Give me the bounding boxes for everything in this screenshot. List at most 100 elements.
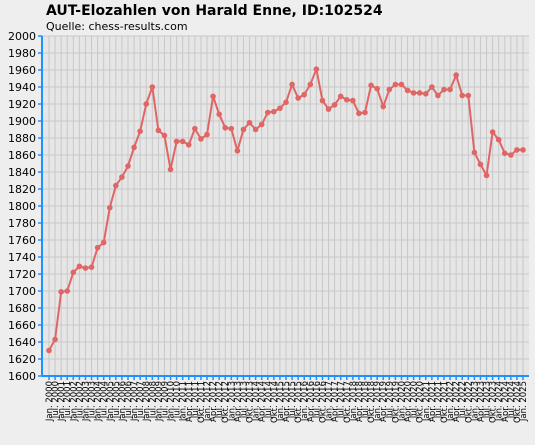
data-point [88,264,95,271]
x-tick-label: Apr. 2024 [501,381,511,422]
data-point [404,87,411,94]
data-point [343,96,350,103]
x-tick-label: Jul. 2004 [100,381,110,419]
x-tick-label: Okt. 2018 [367,381,377,423]
x-tick-label: Okt. 2024 [513,381,523,423]
x-tick-label: Jul. 2020 [410,381,420,419]
x-tick-label: Apr. 2011 [185,381,195,422]
data-point [471,149,478,156]
x-tick-label: Apr. 2021 [428,381,438,422]
data-point [380,103,387,110]
data-point [459,92,466,99]
x-tick-label: Jan. 2015 [276,381,286,422]
data-point [277,105,283,112]
x-tick-label: Okt. 2011 [197,381,207,423]
data-point [137,128,143,134]
x-tick-label: Okt. 2014 [270,381,280,423]
x-tick-label: Jul. 2018 [361,381,371,419]
x-tick-label: Jan. 2013 [227,381,237,422]
data-point [350,97,356,104]
data-point [185,142,192,148]
x-tick-label: Okt. 2021 [440,381,450,423]
x-tick-label: Jan. 2025 [519,381,529,422]
data-point [465,92,472,99]
x-tick-label: Apr. 2020 [404,381,414,422]
data-point [76,263,83,270]
x-tick-label: Apr. 2014 [258,381,268,422]
data-point [167,166,174,173]
x-tick-label: Apr. 2018 [355,381,365,422]
data-point [441,86,447,93]
data-point [149,84,156,90]
y-tick-label: 1880 [8,132,36,145]
y-tick-label: 1700 [8,285,36,298]
x-tick-label: Jan. 2002 [69,381,79,422]
data-point [325,106,332,112]
x-tick-label: Jan. 2023 [470,381,480,422]
data-point [46,347,52,354]
x-tick-label: Okt. 2015 [294,381,304,423]
data-point [368,82,374,89]
x-tick-label: Apr. 2016 [306,381,316,422]
x-tick-label: Jul. 2015 [288,381,298,419]
data-point [514,147,520,153]
x-tick-label: Jul. 2019 [385,381,395,419]
x-tick-label: Jul. 2006 [124,381,134,419]
data-point [501,150,508,157]
y-tick-label: 1740 [8,251,36,264]
data-point [119,174,125,180]
data-point [271,108,277,115]
data-point [52,336,58,343]
y-tick-label: 1720 [8,268,36,281]
data-point [331,102,338,108]
data-point [240,126,247,133]
data-point [422,91,429,97]
x-tick-label: Jan. 2011 [179,381,189,422]
x-tick-label: Jan. 2009 [154,381,164,422]
data-point [155,127,162,134]
data-point [483,172,490,179]
x-tick-label: Jan. 2021 [422,381,432,422]
data-point [198,136,204,142]
x-tick-label: Jul. 2022 [458,381,468,419]
data-point [125,163,131,169]
x-tick-label: Jul. 2017 [337,381,347,419]
data-point [58,289,64,295]
data-point [210,93,216,100]
x-tick-label: Jul. 2009 [160,381,170,419]
x-tick-label: Jan. 2019 [373,381,383,422]
data-point [173,138,180,145]
data-point [398,81,405,88]
x-tick-label: Apr. 2015 [282,381,292,422]
y-tick-label: 1680 [8,302,36,315]
x-tick-label: Jan. 2004 [94,381,104,422]
data-point [283,99,289,106]
x-tick-label: Jan. 2014 [252,381,262,422]
y-tick-label: 1760 [8,234,36,247]
x-tick-label: Jul. 2002 [75,381,85,419]
y-tick-label: 1840 [8,166,36,179]
x-tick-label: Apr. 2012 [209,381,219,422]
data-point [337,93,344,100]
x-tick-label: Jan. 2000 [45,381,55,422]
y-tick-label: 1920 [8,98,36,111]
x-tick-label: Jan. 2017 [325,381,335,422]
data-point [228,125,235,132]
x-tick-label: Okt. 2016 [318,381,328,423]
data-point [508,152,514,158]
y-tick-label: 1640 [8,336,36,349]
x-tick-label: Okt. 2012 [221,381,231,423]
x-tick-label: Jan. 2020 [397,381,407,422]
data-point [94,244,101,251]
chart-title: AUT-Elozahlen von Harald Enne, ID:102524 [46,3,383,19]
x-tick-label: Jul. 2024 [507,381,517,419]
data-point [447,86,453,93]
data-point [319,97,326,104]
x-tick-label: Okt. 2023 [489,381,499,423]
data-point [179,138,186,145]
x-tick-label: Jan. 2016 [300,381,310,422]
data-point [70,269,77,276]
x-tick-label: Jul. 2014 [264,381,274,419]
x-tick-label: Jan. 2018 [349,381,359,422]
x-tick-label: Jul. 2012 [215,381,225,419]
